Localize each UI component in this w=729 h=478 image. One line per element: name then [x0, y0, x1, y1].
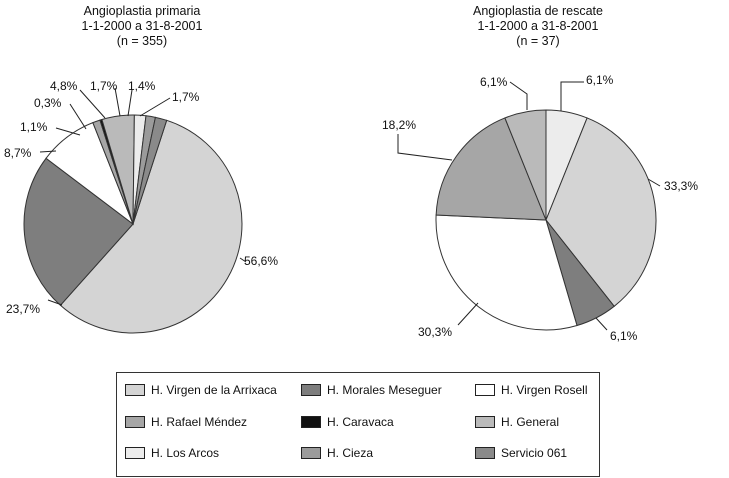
legend-swatch	[475, 447, 495, 459]
slice-percent-label: 1,1%	[20, 120, 48, 134]
legend-item: H. Virgen Rosell	[475, 382, 587, 398]
chart-title-rescate: Angioplastia de rescate 1-1-2000 a 31-8-…	[408, 4, 668, 49]
label-leader-line	[47, 299, 63, 306]
legend-label: H. Virgen Rosell	[501, 383, 588, 397]
legend-label: H. Virgen de la Arrixaca	[151, 383, 277, 397]
slice-percent-label: 6,1%	[480, 75, 508, 89]
legend-swatch	[125, 447, 145, 459]
legend-item: H. Caravaca	[301, 414, 394, 430]
legend-label: H. Morales Meseguer	[327, 383, 442, 397]
label-leader-line	[114, 87, 121, 117]
pie-slice	[59, 119, 243, 334]
chart-subtitle-line: 1-1-2000 a 31-8-2001	[477, 19, 599, 33]
label-leader-line	[397, 134, 453, 161]
slice-percent-label: 56,6%	[244, 254, 278, 268]
slice-percent-label: 0,3%	[34, 96, 62, 110]
label-leader-line	[509, 81, 528, 110]
chart-legend: H. Virgen de la Arrixaca H. Morales Meseg…	[116, 372, 600, 477]
legend-item: Servicio 061	[475, 445, 567, 461]
label-leader-line	[69, 103, 87, 130]
legend-swatch	[301, 416, 321, 428]
slice-percent-label: 1,4%	[128, 79, 156, 93]
chart-count-line: (n = 37)	[516, 34, 560, 48]
legend-label: Servicio 061	[501, 446, 568, 460]
legend-swatch	[301, 447, 321, 459]
slice-percent-label: 23,7%	[6, 302, 40, 316]
label-leader-line	[560, 81, 584, 111]
slice-percent-label: 18,2%	[382, 118, 416, 132]
pie-slice	[545, 117, 657, 308]
chart-title-line: Angioplastia primaria	[83, 4, 201, 18]
pie-slice	[435, 117, 547, 221]
pie-slice	[132, 116, 168, 225]
slice-percent-label: 8,7%	[4, 146, 32, 160]
legend-item: H. Rafael Méndez	[125, 414, 247, 430]
pie-slice	[435, 214, 578, 331]
legend-label: H. General	[501, 415, 560, 429]
label-leader-line	[595, 317, 608, 331]
label-leader-line	[647, 178, 661, 187]
legend-label: H. Cieza	[327, 446, 374, 460]
slice-percent-label: 1,7%	[172, 90, 200, 104]
legend-label: H. Caravaca	[327, 415, 394, 429]
legend-swatch	[125, 384, 145, 396]
legend-item: H. General	[475, 414, 559, 430]
chart-title-primaria: Angioplastia primaria 1-1-2000 a 31-8-20…	[22, 4, 262, 49]
label-leader-line	[457, 302, 479, 326]
label-leader-line	[55, 127, 81, 136]
legend-label: H. Rafael Méndez	[151, 415, 248, 429]
label-leader-line	[139, 97, 171, 117]
legend-item: H. Los Arcos	[125, 445, 219, 461]
label-leader-line	[239, 257, 247, 263]
legend-swatch	[475, 416, 495, 428]
legend-swatch	[475, 384, 495, 396]
legend-swatch	[301, 384, 321, 396]
legend-label: H. Los Arcos	[151, 446, 220, 460]
legend-item: H. Virgen de la Arrixaca	[125, 382, 277, 398]
slice-percent-label: 1,7%	[90, 79, 118, 93]
slice-percent-label: 6,1%	[586, 73, 614, 87]
slice-percent-label: 30,3%	[418, 325, 452, 339]
label-leader-line	[79, 89, 106, 119]
legend-item: H. Cieza	[301, 445, 373, 461]
chart-count-line: (n = 355)	[116, 34, 168, 48]
pie-charts: 56,6% 23,7% 8,7% 1,1% 0,3% 4,8% 1,7% 1,4% 1,7% 6,…	[4, 73, 698, 343]
slice-percent-label: 33,3%	[664, 179, 698, 193]
slice-percent-label: 4,8%	[50, 79, 78, 93]
legend-item: H. Morales Meseguer	[301, 382, 442, 398]
slice-percent-label: 6,1%	[610, 329, 638, 343]
chart-subtitle-line: 1-1-2000 a 31-8-2001	[81, 19, 203, 33]
legend-swatch	[125, 416, 145, 428]
label-leader-line	[127, 89, 133, 117]
pie-slice	[23, 157, 134, 307]
label-leader-line	[39, 150, 57, 153]
pie-slice	[504, 109, 547, 221]
chart-title-line: Angioplastia de rescate	[473, 4, 603, 18]
